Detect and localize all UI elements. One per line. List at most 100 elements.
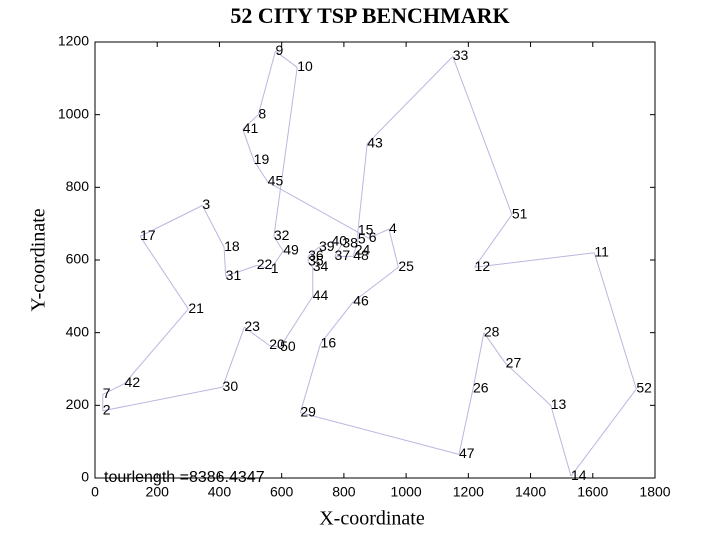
city-label: 14 — [571, 467, 587, 483]
city-label: 19 — [254, 151, 270, 167]
city-label: 8 — [258, 105, 266, 121]
tour-edge — [242, 129, 255, 161]
tour-edge — [273, 67, 298, 237]
tour-length: tourlength =8386.4347 — [104, 469, 265, 486]
city-label: 2 — [103, 401, 111, 417]
tour-edge — [331, 241, 343, 245]
city-label: 6 — [369, 229, 377, 245]
chart-title: 52 CITY TSP BENCHMARK — [230, 3, 509, 28]
tour-edge — [270, 250, 284, 270]
tour-edge — [139, 205, 203, 237]
tour-edge — [279, 296, 314, 348]
tour-edge — [593, 252, 637, 390]
city-label: 35 — [308, 253, 324, 269]
city-label: 51 — [512, 205, 528, 221]
tour-edge — [318, 241, 332, 248]
tour-edge — [275, 50, 298, 68]
city-label: 33 — [453, 47, 469, 63]
tour-edge — [472, 332, 485, 390]
y-tick-label: 800 — [66, 178, 90, 194]
city-label: 46 — [353, 292, 369, 308]
city-label: 1 — [271, 260, 279, 276]
y-tick-label: 1200 — [58, 33, 89, 49]
tour-edge — [267, 181, 370, 239]
city-label: 21 — [188, 300, 204, 316]
tour-edge — [354, 239, 359, 252]
city-label: 34 — [313, 258, 329, 274]
city-label: 44 — [313, 287, 329, 303]
tour-edge — [102, 386, 223, 412]
y-tick-label: 0 — [81, 469, 89, 485]
city-label: 31 — [226, 267, 242, 283]
city-label: 4 — [389, 220, 397, 236]
tour-edge — [357, 143, 368, 231]
tour-edge — [201, 205, 225, 248]
city-label: 32 — [274, 227, 290, 243]
city-label: 3 — [202, 196, 210, 212]
city-label: 25 — [398, 258, 414, 274]
city-label: 16 — [321, 334, 337, 350]
city-label: 24 — [355, 242, 371, 258]
tour-edge — [139, 236, 189, 310]
tour-edge — [505, 363, 552, 406]
tour-edge — [368, 228, 390, 239]
city-label: 50 — [280, 338, 296, 354]
tour-edge — [124, 308, 189, 384]
city-label: 52 — [636, 380, 652, 396]
city-label: 43 — [367, 134, 383, 150]
tour-edge — [244, 326, 270, 346]
city-label: 42 — [125, 374, 141, 390]
x-tick-label: 400 — [208, 484, 232, 500]
tour-edge — [483, 332, 507, 364]
city-label: 17 — [140, 227, 156, 243]
tour-edge — [225, 264, 257, 277]
tour-edge — [307, 246, 320, 257]
city-label: 13 — [551, 396, 567, 412]
tour-edge — [550, 405, 572, 477]
city-label: 36 — [308, 247, 324, 263]
city-label: 20 — [269, 336, 285, 352]
tour-edge — [300, 412, 460, 455]
tour-edge — [474, 252, 595, 268]
city-label: 40 — [331, 233, 347, 249]
city-label: 11 — [594, 243, 609, 259]
city-label: 27 — [506, 354, 522, 370]
x-tick-label: 600 — [270, 484, 294, 500]
y-tick-label: 600 — [66, 251, 90, 267]
y-tick-label: 1000 — [58, 105, 89, 121]
tour-edge — [452, 56, 513, 215]
city-label: 29 — [300, 403, 316, 419]
city-label: 5 — [358, 231, 366, 247]
x-tick-label: 1800 — [639, 484, 670, 500]
city-label: 15 — [358, 222, 374, 238]
x-tick-label: 1000 — [391, 484, 422, 500]
city-label: 49 — [283, 242, 299, 258]
city-label: 22 — [257, 256, 273, 272]
tour-edge — [320, 301, 354, 344]
tour-edge — [256, 264, 271, 270]
x-tick-label: 0 — [91, 484, 99, 500]
city-label: 9 — [275, 42, 283, 58]
plot-frame — [94, 41, 656, 479]
y-axis-label: Y-coordinate — [28, 208, 50, 311]
tour-edge — [570, 388, 637, 477]
tour-edge — [474, 214, 513, 268]
tour-edge — [458, 388, 474, 455]
city-label: 30 — [223, 378, 239, 394]
tour-edge — [352, 250, 356, 257]
tour-edge — [273, 236, 284, 252]
city-label: 39 — [319, 238, 335, 254]
city-label: 41 — [243, 120, 259, 136]
city-label: 26 — [473, 380, 489, 396]
tour-edge — [242, 114, 259, 130]
city-label: 45 — [268, 173, 284, 189]
x-tick-label: 1600 — [577, 484, 608, 500]
y-tick-label: 200 — [66, 396, 90, 412]
tour-edge — [222, 327, 245, 388]
city-label: 37 — [335, 247, 351, 263]
x-tick-label: 1400 — [515, 484, 546, 500]
city-label: 38 — [342, 234, 358, 250]
tour-edge — [253, 159, 269, 183]
tour-edge — [388, 228, 399, 268]
city-label: 28 — [484, 323, 500, 339]
